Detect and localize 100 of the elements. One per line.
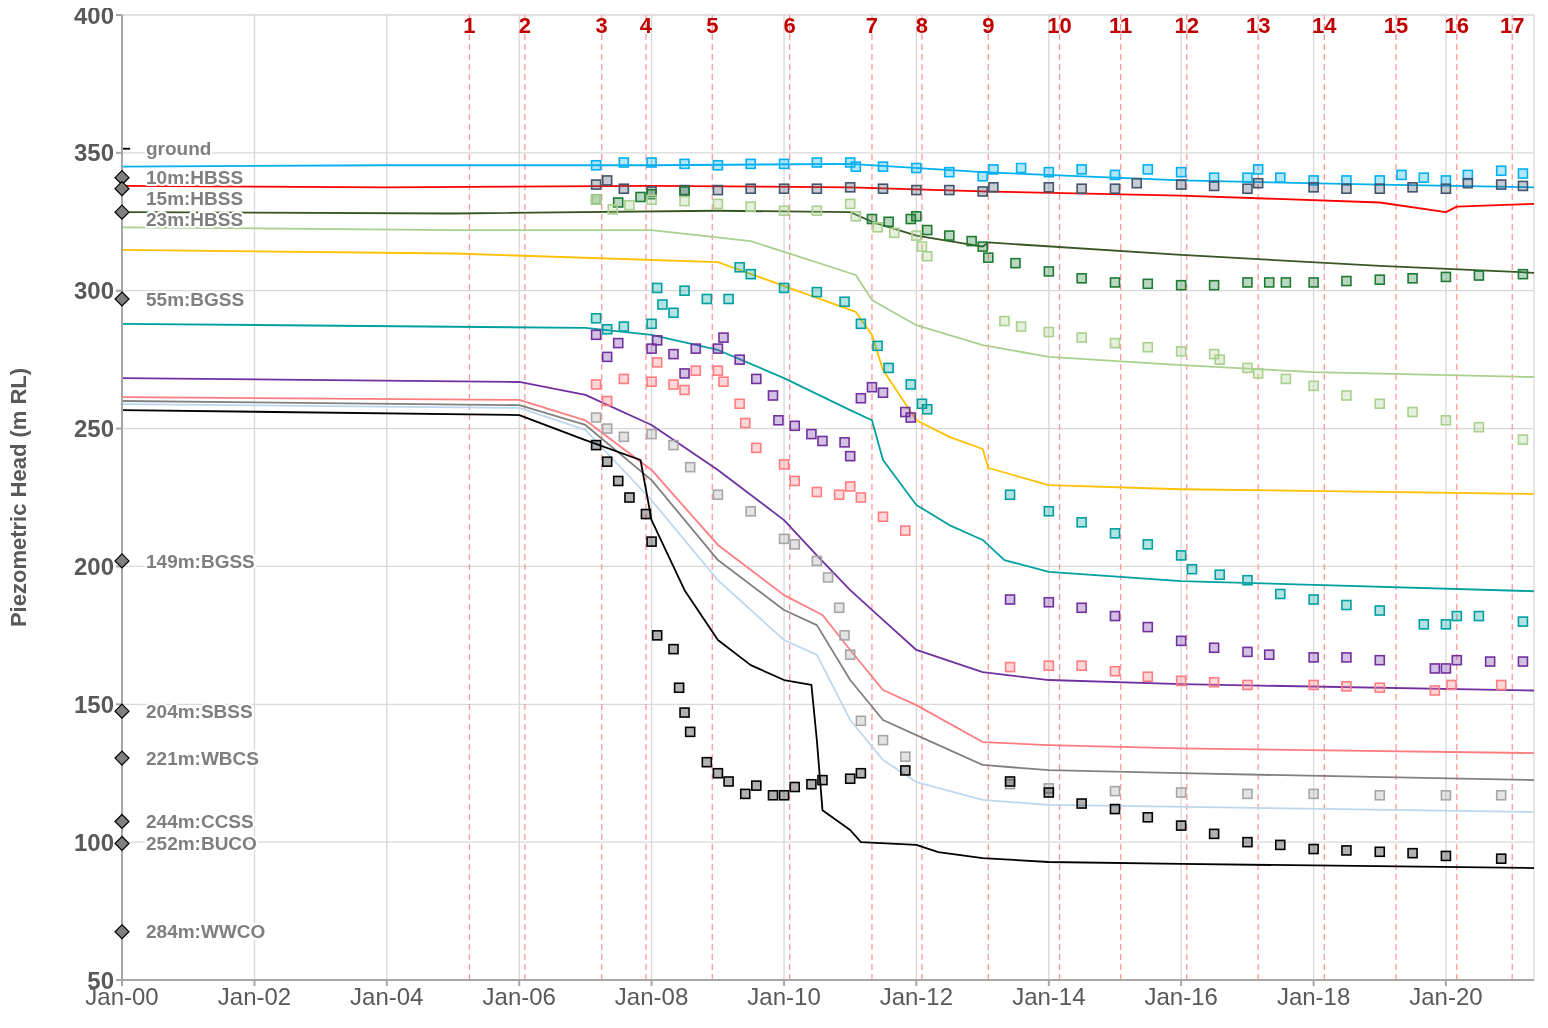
point [1015, 321, 1027, 332]
ref-line-label: 12 [1174, 12, 1199, 38]
point [844, 198, 856, 210]
point [1517, 168, 1529, 179]
point [1274, 172, 1286, 183]
ref-line-label: 6 [783, 12, 796, 38]
line-series [121, 322, 1535, 593]
point [877, 511, 889, 523]
point [745, 201, 756, 212]
point [1473, 421, 1485, 433]
point [855, 715, 867, 727]
point [745, 268, 756, 280]
point [877, 161, 889, 172]
point [944, 184, 955, 196]
point [900, 751, 911, 762]
point [590, 159, 602, 171]
point [590, 412, 602, 423]
point [833, 489, 845, 501]
point [1308, 594, 1319, 605]
point [988, 164, 999, 175]
point [811, 205, 823, 217]
point [1418, 619, 1430, 630]
point [673, 682, 685, 694]
point [1208, 642, 1220, 654]
ref-line-label: 10 [1047, 12, 1072, 38]
y-tick-label: 100 [73, 828, 114, 856]
point [712, 343, 724, 354]
point [1131, 177, 1143, 189]
point [1242, 679, 1253, 691]
point [668, 379, 679, 390]
point [679, 285, 690, 297]
point [684, 461, 696, 473]
point [1308, 182, 1319, 193]
point [114, 813, 130, 830]
point [635, 191, 646, 203]
point [1495, 853, 1507, 864]
point [1341, 275, 1352, 287]
annotation: 204m:SBSS [146, 700, 253, 722]
point [1109, 785, 1121, 797]
point [701, 756, 713, 768]
point [905, 379, 917, 390]
point [839, 296, 850, 308]
point [1451, 654, 1463, 666]
point [844, 649, 856, 660]
annotation: ground [146, 138, 212, 160]
point [1374, 654, 1386, 666]
y-axis-title: Piezometric Head (m RL) [5, 367, 31, 628]
point [778, 158, 790, 170]
point [739, 788, 751, 800]
point [911, 162, 922, 174]
point [1242, 183, 1253, 194]
x-tick-label: Jan-06 [482, 983, 556, 1011]
point [612, 475, 624, 487]
point [590, 379, 602, 390]
point [811, 555, 823, 567]
point [723, 776, 734, 787]
point [983, 252, 994, 263]
point [601, 351, 613, 363]
point [1451, 610, 1463, 622]
point [1407, 273, 1418, 284]
point [1374, 183, 1386, 194]
ref-line-label: 8 [915, 12, 929, 38]
point [944, 166, 955, 178]
point [718, 376, 729, 387]
point [745, 505, 756, 517]
point [1208, 279, 1220, 291]
x-tick-label: Jan-16 [1144, 983, 1218, 1011]
point [1341, 652, 1352, 663]
point [1517, 434, 1529, 445]
point [778, 282, 790, 294]
point [977, 170, 988, 182]
ref-line-label: 1 [463, 12, 476, 38]
point [1242, 836, 1253, 848]
point [855, 767, 867, 779]
line-series [121, 377, 1535, 692]
point [1407, 182, 1418, 193]
point [718, 332, 729, 343]
point [590, 312, 602, 324]
point [921, 403, 933, 415]
point [872, 222, 883, 233]
point [751, 442, 762, 454]
point [734, 354, 745, 365]
point [646, 194, 657, 206]
point [778, 459, 790, 470]
point [1374, 398, 1386, 410]
point [1175, 179, 1187, 190]
ref-line-label: 4 [639, 12, 653, 38]
point [1004, 594, 1016, 605]
point [1280, 373, 1292, 385]
point [612, 197, 624, 208]
point [1076, 164, 1087, 175]
point [1252, 177, 1264, 189]
point [1517, 616, 1529, 627]
point [734, 261, 745, 273]
point [1175, 166, 1187, 178]
ref-line-label: 14 [1312, 12, 1338, 38]
point [646, 536, 657, 547]
x-tick-label: Jan-14 [1012, 983, 1086, 1011]
point [1043, 182, 1055, 193]
point [855, 392, 867, 404]
